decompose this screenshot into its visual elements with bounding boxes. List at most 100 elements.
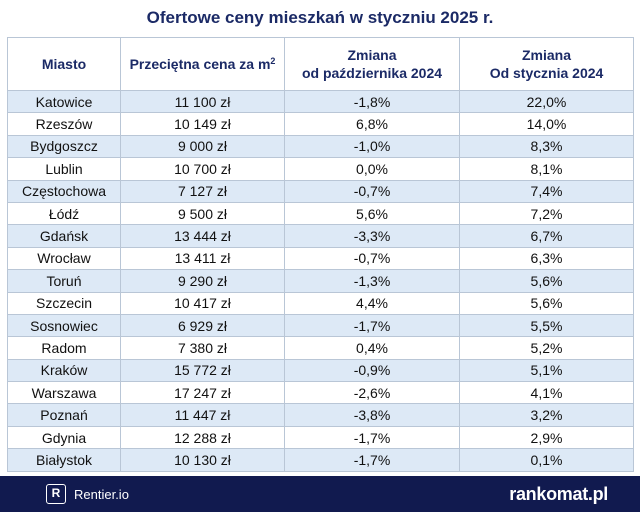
cell-price: 11 100 zł [120, 89, 285, 114]
table-row: Rzeszów 10 149 zł 6,8% 14,0% [7, 112, 634, 136]
cell-price: 13 411 zł [120, 246, 285, 271]
cell-price: 17 247 zł [120, 381, 285, 405]
cell-city: Częstochowa [7, 179, 121, 203]
cell-price: 7 380 zł [120, 336, 285, 360]
table-row: Szczecin 10 417 zł 4,4% 5,6% [7, 291, 634, 315]
table-row: Sosnowiec 6 929 zł -1,7% 5,5% [7, 313, 634, 338]
header-price-label: Przeciętna cena za m [129, 56, 271, 72]
cell-change-october: -1,3% [284, 269, 460, 293]
table-row: Poznań 11 447 zł -3,8% 3,2% [7, 403, 634, 427]
cell-change-january: 14,0% [459, 112, 634, 136]
cell-change-january: 5,5% [459, 313, 634, 338]
header-change-october: Zmiana od października 2024 [284, 37, 460, 91]
cell-change-october: -0,9% [284, 358, 460, 383]
cell-change-october: -0,7% [284, 179, 460, 203]
cell-price: 6 929 zł [120, 313, 285, 338]
cell-price: 13 444 zł [120, 224, 285, 248]
table-row: Lublin 10 700 zł 0,0% 8,1% [7, 157, 634, 181]
cell-price: 10 417 zł [120, 291, 285, 315]
cell-change-january: 22,0% [459, 89, 634, 114]
cell-price: 9 000 zł [120, 134, 285, 159]
cell-change-october: 0,0% [284, 157, 460, 181]
header-change-october-line2: od października 2024 [301, 65, 443, 81]
table-row: Gdańsk 13 444 zł -3,3% 6,7% [7, 224, 634, 248]
cell-change-january: 8,1% [459, 157, 634, 181]
cell-city: Radom [7, 336, 121, 360]
rentier-brand: R Rentier.io [46, 484, 129, 504]
cell-change-january: 5,6% [459, 291, 634, 315]
cell-change-october: -1,8% [284, 89, 460, 114]
cell-city: Kraków [7, 358, 121, 383]
cell-change-january: 7,2% [459, 201, 634, 226]
cell-city: Katowice [7, 89, 121, 114]
cell-change-october: -1,7% [284, 425, 460, 450]
cell-change-january: 0,1% [459, 448, 634, 472]
header-change-october-line1: Zmiana [347, 47, 397, 63]
cell-price: 10 130 zł [120, 448, 285, 472]
cell-change-october: 0,4% [284, 336, 460, 360]
table-row: Gdynia 12 288 zł -1,7% 2,9% [7, 425, 634, 450]
cell-city: Gdynia [7, 425, 121, 450]
cell-change-october: 4,4% [284, 291, 460, 315]
cell-city: Łódź [7, 201, 121, 226]
header-price: Przeciętna cena za m2 [120, 37, 285, 91]
table-row: Wrocław 13 411 zł -0,7% 6,3% [7, 246, 634, 271]
price-table: Miasto Przeciętna cena za m2 Zmiana od pa… [7, 37, 634, 472]
cell-change-january: 2,9% [459, 425, 634, 450]
table-row: Toruń 9 290 zł -1,3% 5,6% [7, 269, 634, 293]
cell-city: Białystok [7, 448, 121, 472]
cell-change-january: 4,1% [459, 381, 634, 405]
cell-city: Rzeszów [7, 112, 121, 136]
cell-change-january: 5,2% [459, 336, 634, 360]
header-change-january: Zmiana Od stycznia 2024 [459, 37, 634, 91]
cell-price: 10 149 zł [120, 112, 285, 136]
cell-city: Bydgoszcz [7, 134, 121, 159]
cell-city: Szczecin [7, 291, 121, 315]
cell-city: Warszawa [7, 381, 121, 405]
table-row: Katowice 11 100 zł -1,8% 22,0% [7, 89, 634, 114]
cell-city: Wrocław [7, 246, 121, 271]
cell-change-january: 6,7% [459, 224, 634, 248]
cell-price: 11 447 zł [120, 403, 285, 427]
table-header-row: Miasto Przeciętna cena za m2 Zmiana od pa… [7, 37, 634, 91]
cell-change-october: -3,3% [284, 224, 460, 248]
cell-price: 15 772 zł [120, 358, 285, 383]
cell-city: Sosnowiec [7, 313, 121, 338]
table-row: Radom 7 380 zł 0,4% 5,2% [7, 336, 634, 360]
cell-city: Poznań [7, 403, 121, 427]
cell-change-january: 7,4% [459, 179, 634, 203]
cell-change-october: -1,7% [284, 313, 460, 338]
cell-change-october: -1,7% [284, 448, 460, 472]
cell-price: 7 127 zł [120, 179, 285, 203]
header-change-january-line2: Od stycznia 2024 [489, 65, 604, 81]
cell-price: 12 288 zł [120, 425, 285, 450]
cell-change-october: -3,8% [284, 403, 460, 427]
header-price-unit-sup: 2 [270, 56, 276, 66]
table-row: Bydgoszcz 9 000 zł -1,0% 8,3% [7, 134, 634, 159]
cell-change-january: 3,2% [459, 403, 634, 427]
table-body: Katowice 11 100 zł -1,8% 22,0% Rzeszów 10 149… [7, 89, 634, 472]
cell-change-october: 5,6% [284, 201, 460, 226]
cell-change-october: -2,6% [284, 381, 460, 405]
cell-change-october: -1,0% [284, 134, 460, 159]
cell-change-january: 6,3% [459, 246, 634, 271]
rentier-logo-icon: R [46, 484, 66, 504]
cell-city: Toruń [7, 269, 121, 293]
cell-price: 9 290 zł [120, 269, 285, 293]
cell-change-january: 5,6% [459, 269, 634, 293]
table-row: Częstochowa 7 127 zł -0,7% 7,4% [7, 179, 634, 203]
cell-change-october: -0,7% [284, 246, 460, 271]
cell-change-october: 6,8% [284, 112, 460, 136]
page-title: Ofertowe ceny mieszkań w styczniu 2025 r… [146, 8, 494, 27]
rentier-brand-label: Rentier.io [74, 486, 129, 502]
header-city: Miasto [7, 37, 121, 91]
cell-city: Lublin [7, 157, 121, 181]
cell-change-january: 5,1% [459, 358, 634, 383]
cell-change-january: 8,3% [459, 134, 634, 159]
table-row: Warszawa 17 247 zł -2,6% 4,1% [7, 381, 634, 405]
header-change-january-line1: Zmiana [521, 47, 571, 63]
cell-price: 10 700 zł [120, 157, 285, 181]
table-row: Białystok 10 130 zł -1,7% 0,1% [7, 448, 634, 472]
footer-bar: R Rentier.io rankomat.pl [0, 476, 640, 512]
table-row: Łódź 9 500 zł 5,6% 7,2% [7, 201, 634, 226]
